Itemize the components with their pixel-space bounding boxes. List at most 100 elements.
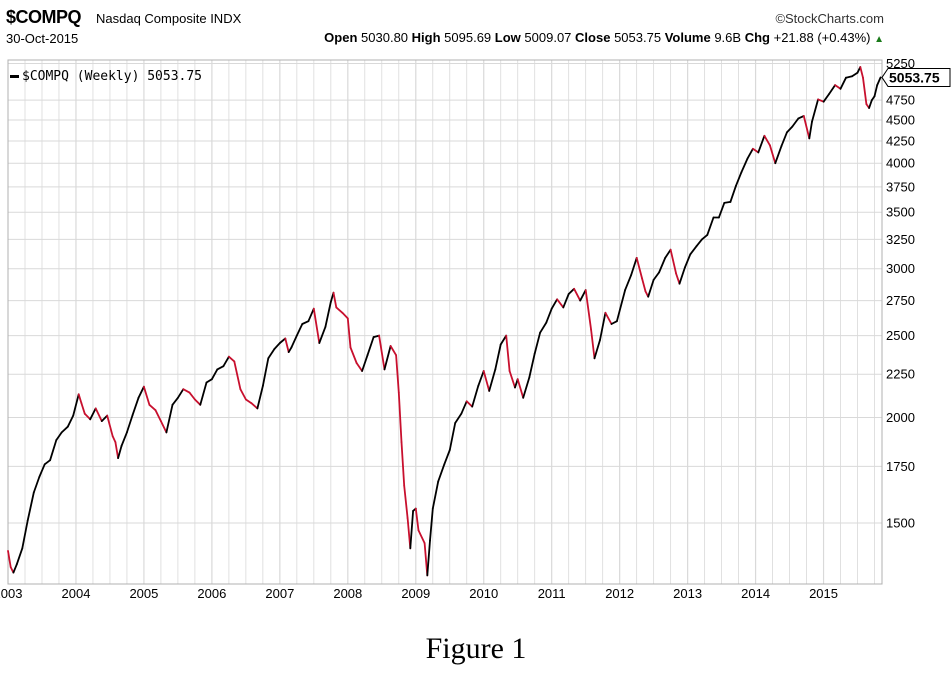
series-segment — [117, 445, 123, 460]
series-segment — [126, 414, 134, 434]
open-value: 5030.80 — [361, 30, 409, 45]
series-segment — [675, 272, 681, 285]
series-segment — [137, 385, 145, 399]
symbol-title: $COMPQ — [6, 7, 82, 27]
ohlc-summary: Open 5030.80 High 5095.69 Low 5009.07 Cl… — [324, 31, 884, 45]
series-segment — [701, 233, 709, 241]
series-legend: $COMPQ (Weekly) 5053.75 — [10, 70, 202, 83]
last-price-label: 5053.75 — [889, 69, 940, 85]
series-segment — [465, 400, 474, 408]
series-segment — [868, 99, 873, 109]
legend-swatch — [10, 75, 19, 78]
series-segment — [199, 381, 208, 406]
series-segment — [593, 339, 601, 360]
index-name-text: Nasdaq Composite — [96, 11, 207, 26]
series-segment — [94, 407, 103, 423]
open-label: Open — [324, 30, 358, 45]
series-segment — [817, 98, 825, 103]
y-tick-label: 5250 — [886, 56, 915, 71]
series-segment — [822, 93, 830, 103]
series-segment — [647, 278, 655, 298]
series-segment — [471, 384, 480, 408]
series-segment — [488, 368, 497, 392]
series-segment — [729, 184, 737, 203]
x-tick-label: 2010 — [469, 586, 498, 601]
series-segment — [723, 200, 732, 204]
series-segment — [131, 396, 140, 417]
quote-date: 30-Oct-2015 — [6, 31, 79, 46]
series-segment — [154, 409, 162, 423]
series-segment — [165, 403, 174, 434]
series-segment — [533, 331, 541, 355]
series-segment — [763, 134, 771, 147]
series-segment — [66, 414, 75, 428]
series-segment — [556, 298, 565, 309]
series-segment — [182, 388, 191, 394]
y-tick-label: 1500 — [886, 515, 915, 530]
series-segment — [834, 84, 842, 90]
series-segment — [828, 84, 836, 95]
y-tick-label: 3000 — [886, 261, 915, 276]
series-segment — [15, 547, 24, 566]
series-segment — [706, 216, 715, 236]
price-series — [7, 66, 882, 577]
series-segment — [261, 357, 270, 387]
series-segment — [437, 463, 446, 483]
series-segment — [545, 307, 553, 324]
x-axis-labels: 2003 2004 2005 2006 2007 2008 2009 2010 2011 2012… — [0, 586, 838, 601]
series-segment — [454, 412, 463, 424]
series-segment — [378, 334, 386, 371]
series-segment — [811, 98, 819, 123]
series-segment — [516, 378, 525, 399]
series-segment — [429, 507, 434, 542]
series-segment — [290, 334, 298, 349]
series-segment — [38, 463, 46, 478]
low-value: 5009.07 — [524, 30, 572, 45]
series-segment — [100, 414, 109, 423]
series-segment — [307, 307, 315, 323]
series-segment — [256, 384, 264, 410]
series-segment — [851, 71, 859, 78]
y-tick-label: 4500 — [886, 113, 915, 128]
series-segment — [774, 145, 783, 165]
series-segment — [312, 307, 321, 344]
series-segment — [845, 75, 853, 79]
series-segment — [508, 370, 516, 389]
x-tick-label: 2012 — [605, 586, 634, 601]
up-arrow-icon: ▲ — [874, 34, 884, 45]
x-tick-label: 2006 — [197, 586, 226, 601]
series-segment — [389, 345, 398, 357]
series-segment — [400, 441, 406, 487]
series-segment — [641, 277, 647, 293]
series-segment — [802, 115, 811, 140]
series-segment — [505, 334, 511, 372]
series-segment — [689, 245, 698, 256]
series-segment — [318, 325, 327, 344]
y-axis-labels: 1500 1750 2000 2250 2500 2750 3000 3250 3500 3750… — [886, 56, 915, 530]
source-credit: ©StockCharts.com — [775, 11, 884, 26]
series-segment — [460, 400, 468, 415]
series-segment — [114, 441, 119, 460]
series-segment — [780, 131, 788, 148]
y-tick-label: 4750 — [886, 93, 915, 108]
series-segment — [49, 439, 58, 462]
change-value: +21.88 (+0.43%) — [773, 30, 871, 45]
high-value: 5095.69 — [444, 30, 492, 45]
series-segment — [499, 334, 508, 346]
last-price-tag: 5053.75 — [881, 67, 951, 87]
y-tick-label: 2000 — [886, 410, 915, 425]
series-segment — [735, 171, 743, 187]
series-segment — [80, 402, 86, 415]
close-label: Close — [575, 30, 611, 45]
plot-frame — [7, 59, 883, 585]
x-tick-label: 2009 — [401, 586, 430, 601]
series-segment — [769, 144, 777, 165]
series-segment — [21, 519, 29, 550]
series-segment — [658, 256, 667, 274]
change-label: Chg — [744, 30, 770, 45]
series-segment — [624, 273, 633, 292]
x-tick-label: 2005 — [129, 586, 158, 601]
series-segment — [273, 342, 281, 350]
y-tick-label: 2250 — [886, 367, 915, 382]
volume-value: 9.6B — [714, 30, 742, 45]
